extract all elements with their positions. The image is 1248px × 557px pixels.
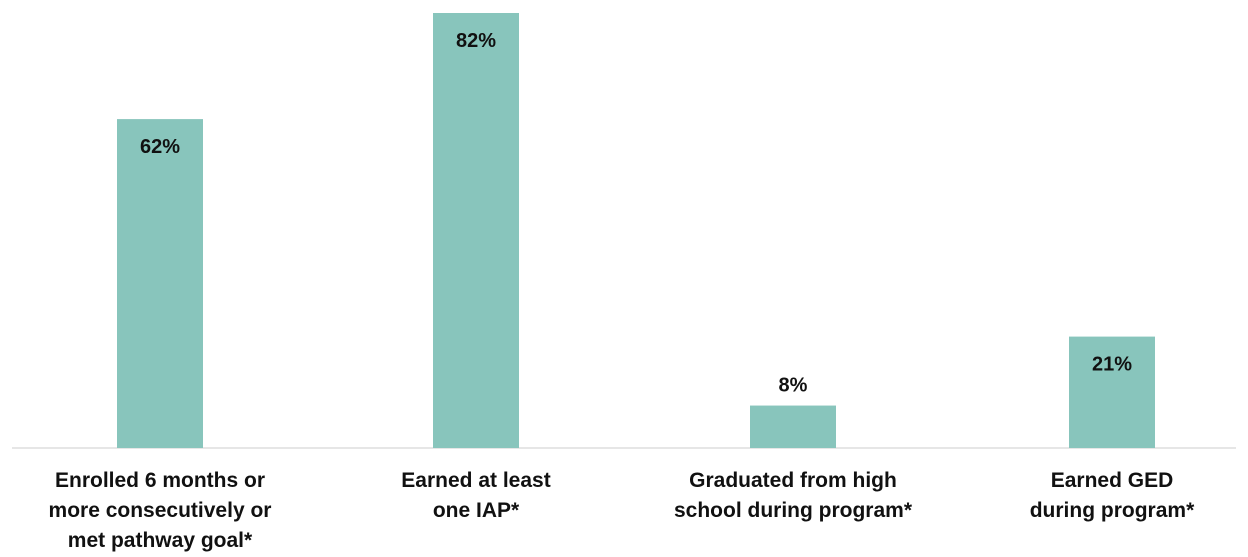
bar-3 (750, 405, 836, 448)
category-label-2: Earned at least one IAP* (326, 466, 626, 526)
category-label-line: Enrolled 6 months or (54, 469, 266, 492)
category-label-line: one IAP* (432, 499, 520, 522)
category-label-3: Graduated from high school during program… (643, 466, 943, 526)
category-label-line: Earned at least (401, 469, 551, 492)
category-label-line: Graduated from high (689, 469, 897, 492)
category-label-4: Earned GED during program* (962, 466, 1248, 526)
bar-4 (1069, 336, 1155, 448)
category-label-1: Enrolled 6 months or more consecutively o… (10, 466, 310, 556)
category-label-line: met pathway goal* (67, 529, 253, 552)
category-label-line: Earned GED (1050, 469, 1174, 492)
category-label-line: more consecutively or (48, 499, 272, 522)
bars-layer (117, 13, 1155, 448)
value-label-4: 21% (1092, 354, 1132, 376)
value-labels-layer: 62% 82% 8% 21% (140, 30, 1132, 397)
category-label-line: school during program* (673, 499, 912, 522)
value-label-2: 82% (456, 30, 496, 52)
value-label-1: 62% (140, 136, 180, 158)
category-label-line: during program* (1029, 499, 1195, 522)
value-label-3: 8% (779, 375, 808, 397)
bar-2 (433, 13, 519, 448)
bar-1 (117, 119, 203, 448)
